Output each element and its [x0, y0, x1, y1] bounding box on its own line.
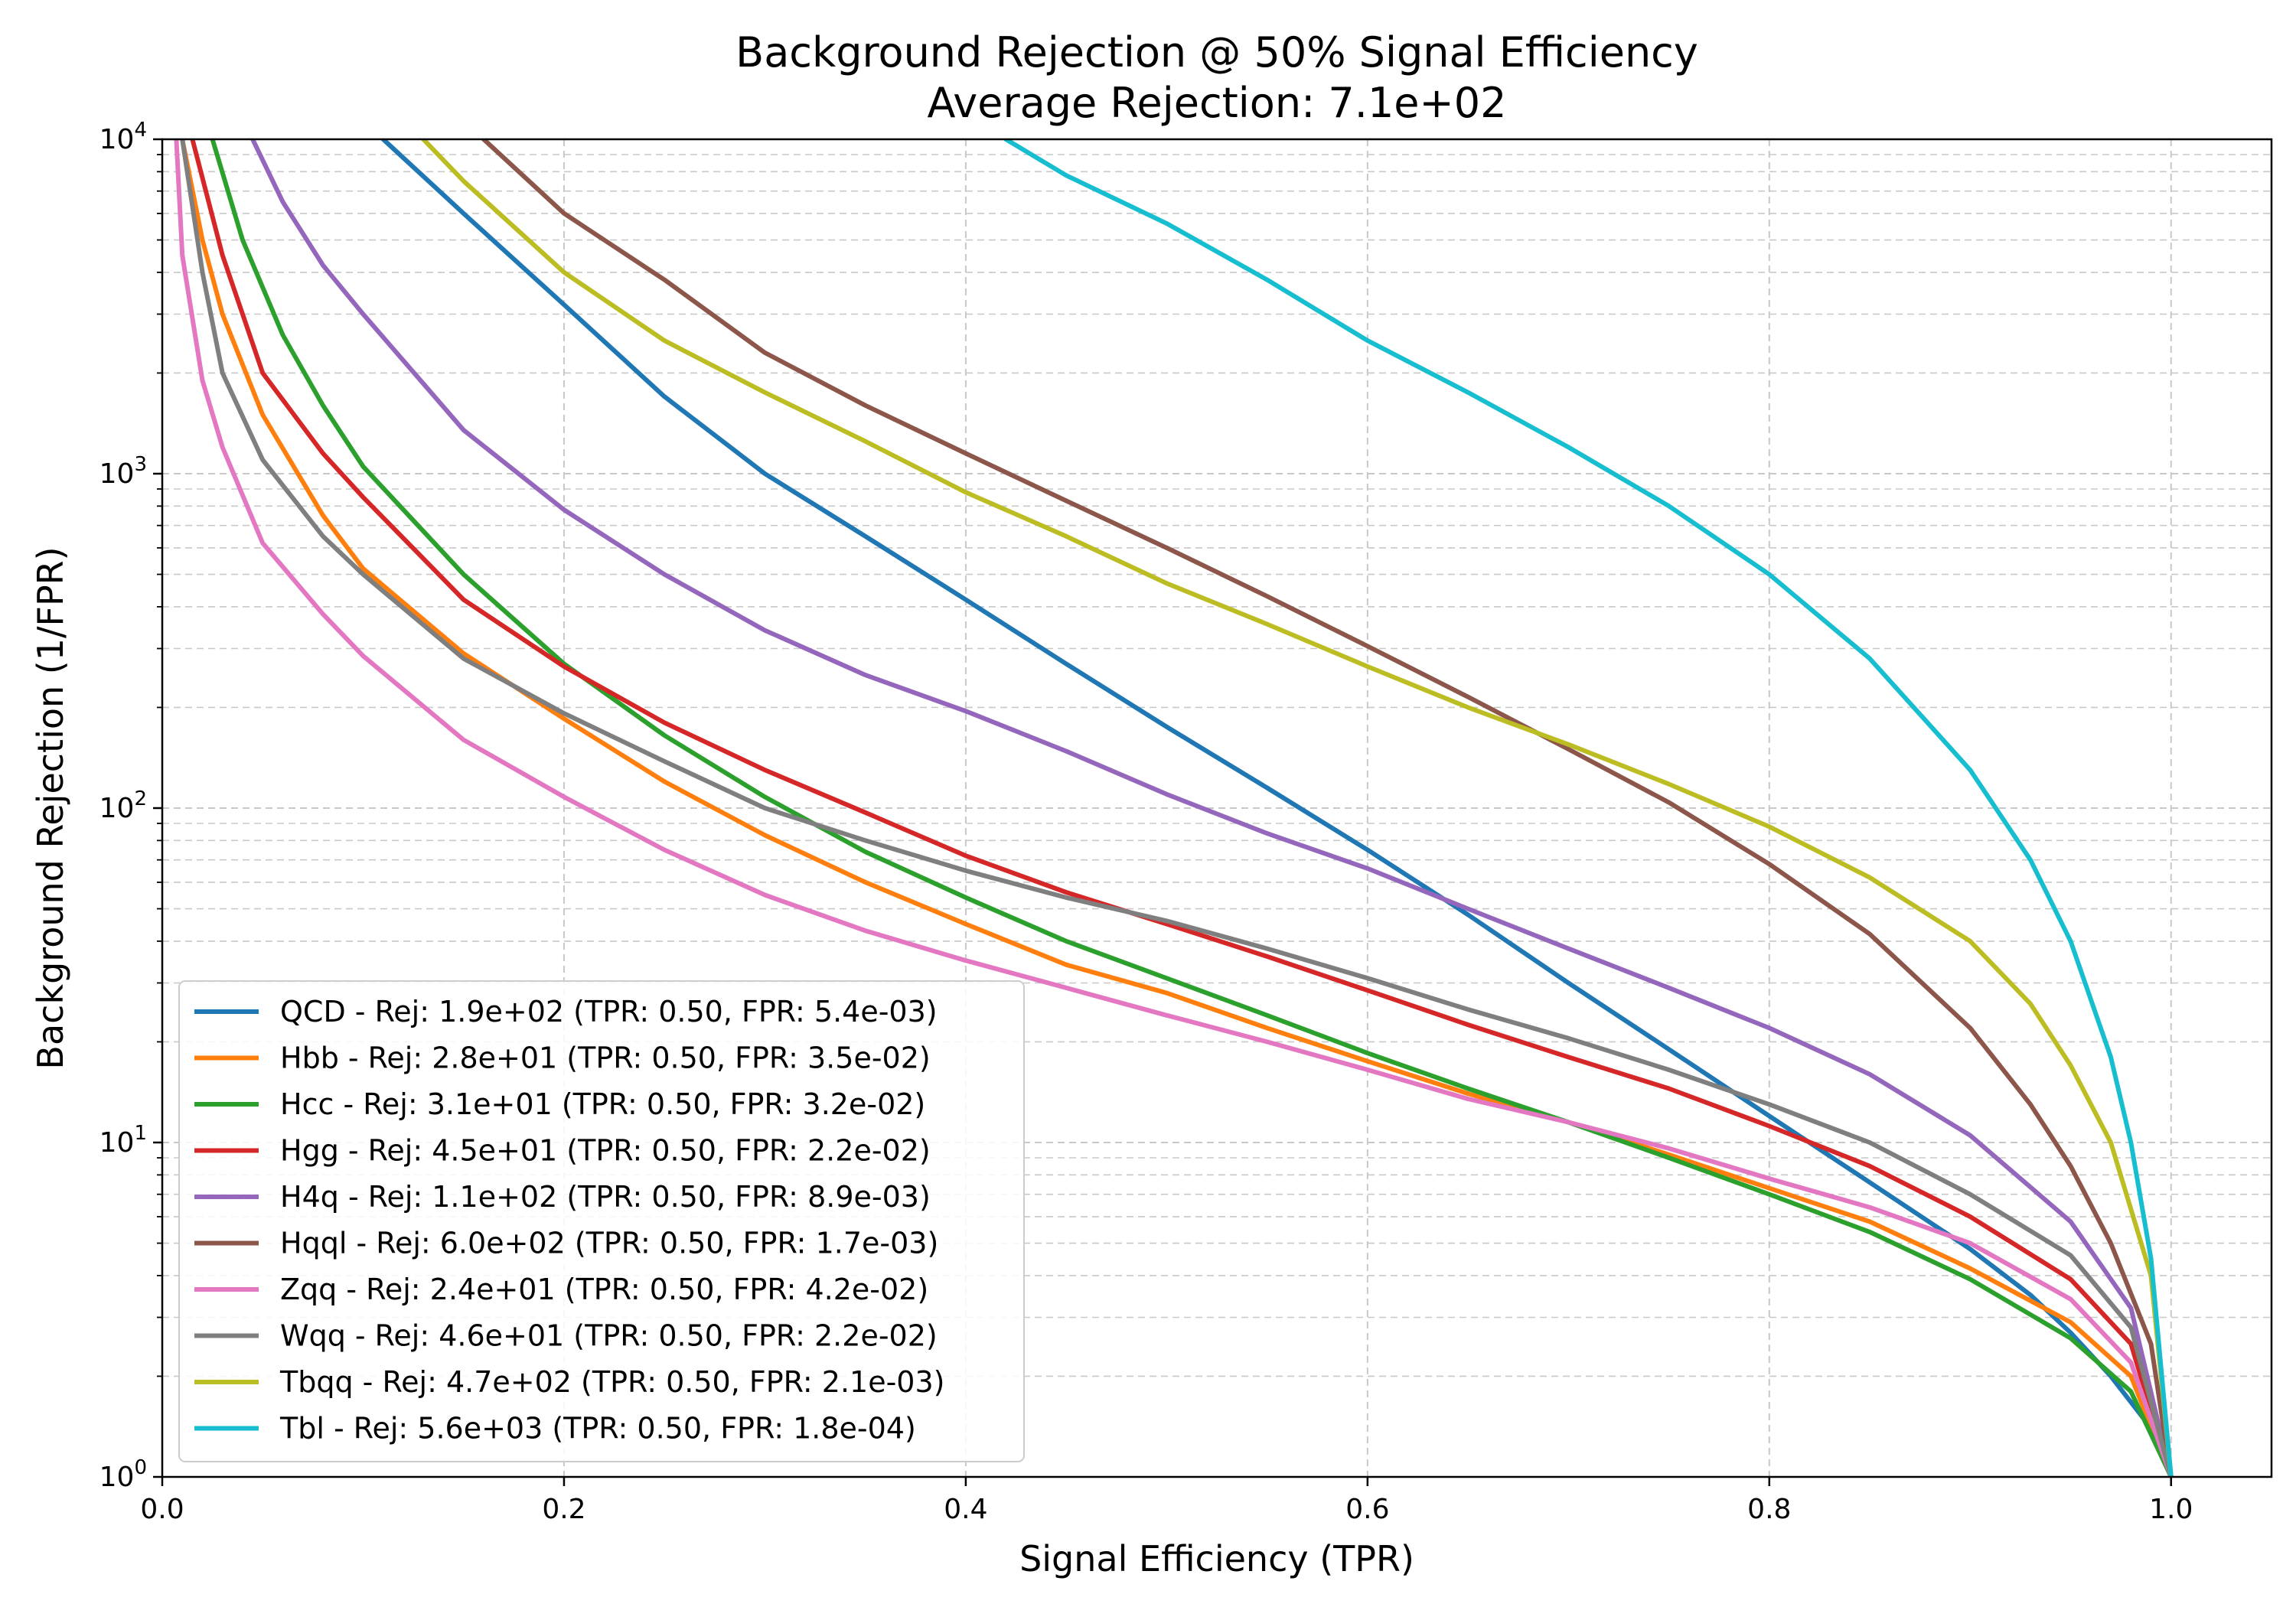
legend-box	[178, 980, 1025, 1462]
x-tick-label: 0.2	[542, 1494, 585, 1525]
x-tick-label: 0.0	[140, 1494, 184, 1525]
legend: QCD - Rej: 1.9e+02 (TPR: 0.50, FPR: 5.4e…	[178, 980, 1025, 1462]
series-line	[210, 139, 2174, 1477]
y-tick-label: 101	[99, 1122, 147, 1159]
series-line	[174, 139, 2174, 1477]
chart-subtitle: Average Rejection: 7.1e+02	[927, 79, 1506, 127]
legend-entry: QCD - Rej: 1.9e+02 (TPR: 0.50, FPR: 5.4e…	[280, 995, 938, 1028]
x-axis-ticks: 0.0 0.2 0.4 0.6 0.8 1.0	[140, 1477, 2193, 1525]
series-line	[1003, 139, 2174, 1477]
legend-entry: Hcc - Rej: 3.1e+01 (TPR: 0.50, FPR: 3.2e…	[280, 1087, 925, 1121]
x-tick-label: 1.0	[2149, 1494, 2193, 1525]
y-tick-label: 103	[99, 453, 147, 490]
legend-entry: Hbb - Rej: 2.8e+01 (TPR: 0.50, FPR: 3.5e…	[280, 1041, 931, 1075]
y-tick-label: 102	[99, 787, 147, 824]
series-line	[180, 139, 2174, 1477]
series-line	[250, 139, 2174, 1477]
y-axis-label: Background Rejection (1/FPR)	[30, 546, 71, 1069]
series-line	[421, 139, 2174, 1477]
legend-entry: H4q - Rej: 1.1e+02 (TPR: 0.50, FPR: 8.9e…	[280, 1180, 931, 1214]
x-tick-label: 0.6	[1345, 1494, 1389, 1525]
series-lines	[174, 139, 2174, 1477]
legend-entry: Hqql - Rej: 6.0e+02 (TPR: 0.50, FPR: 1.7…	[280, 1227, 938, 1260]
series-line	[481, 139, 2174, 1477]
legend-entry: Hgg - Rej: 4.5e+01 (TPR: 0.50, FPR: 2.2e…	[280, 1134, 931, 1168]
chart-title: Background Rejection @ 50% Signal Effici…	[735, 28, 1698, 77]
y-axis-ticks: 100 101 102 103 104	[99, 119, 162, 1493]
y-tick-label: 104	[99, 119, 147, 155]
y-tick-label: 100	[99, 1456, 147, 1493]
series-line	[180, 139, 2174, 1477]
legend-entry: Tbl - Rej: 5.6e+03 (TPR: 0.50, FPR: 1.8e…	[279, 1412, 916, 1446]
grid-lines	[161, 139, 2272, 1478]
legend-entry: Wqq - Rej: 4.6e+01 (TPR: 0.50, FPR: 2.2e…	[280, 1319, 938, 1353]
legend-entry: Zqq - Rej: 2.4e+01 (TPR: 0.50, FPR: 4.2e…	[280, 1273, 928, 1306]
x-axis-label: Signal Efficiency (TPR)	[1019, 1538, 1414, 1579]
legend-entry: Tbqq - Rej: 4.7e+02 (TPR: 0.50, FPR: 2.1…	[279, 1365, 944, 1399]
x-tick-label: 0.4	[944, 1494, 987, 1525]
x-tick-label: 0.8	[1747, 1494, 1791, 1525]
